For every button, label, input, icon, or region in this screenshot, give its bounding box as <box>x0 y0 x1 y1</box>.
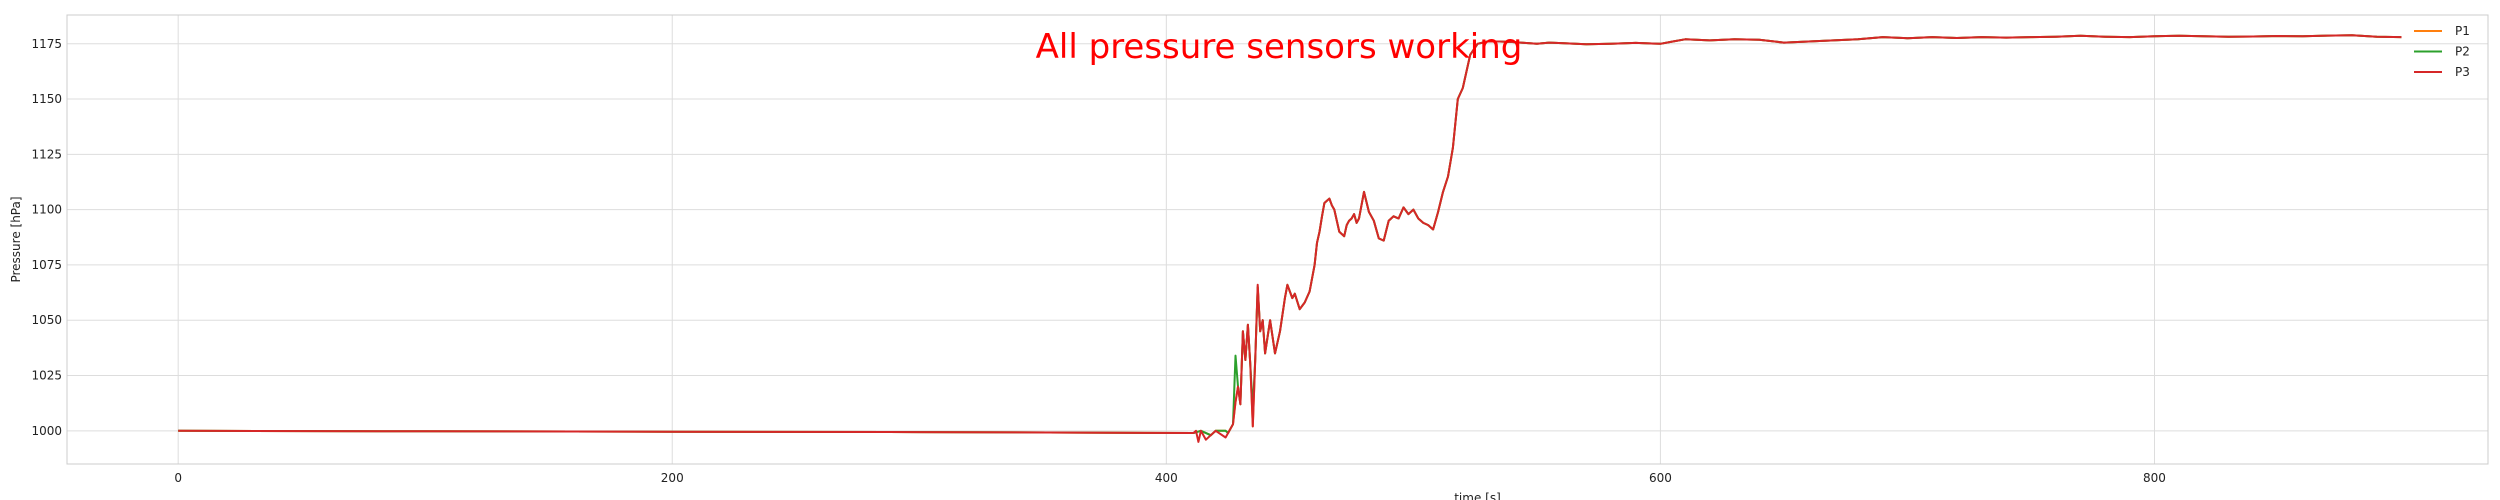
y-tick-label: 1100 <box>31 203 62 217</box>
x-tick-label: 800 <box>2143 471 2166 485</box>
legend: P1 P2 P3 <box>2414 24 2470 79</box>
x-tick-label: 200 <box>661 471 684 485</box>
legend-label-p3: P3 <box>2455 65 2470 79</box>
y-tick-label: 1075 <box>31 258 62 272</box>
legend-label-p2: P2 <box>2455 45 2470 59</box>
tick-labels: 0 200 400 600 800 1000 1025 1050 1075 1100 1125 115… <box>31 37 2165 485</box>
y-tick-label: 1175 <box>31 37 62 51</box>
y-tick-label: 1000 <box>31 424 62 438</box>
chart-annotation: All pressure sensors working <box>1036 27 1523 67</box>
x-tick-label: 600 <box>1649 471 1672 485</box>
y-tick-label: 1025 <box>31 369 62 383</box>
y-tick-label: 1050 <box>31 313 62 327</box>
legend-label-p1: P1 <box>2455 24 2470 38</box>
x-tick-label: 400 <box>1155 471 1178 485</box>
y-axis-label: Pressure [hPa] <box>9 196 23 282</box>
x-tick-label: 0 <box>174 471 182 485</box>
x-axis-label: time [s] <box>1454 491 1501 500</box>
plot-frame <box>66 14 2489 465</box>
grid-layer <box>67 15 2488 464</box>
y-tick-label: 1150 <box>31 92 62 106</box>
series-layer <box>178 34 2402 443</box>
y-tick-label: 1125 <box>31 147 62 161</box>
series-line-p3 <box>178 34 2402 443</box>
